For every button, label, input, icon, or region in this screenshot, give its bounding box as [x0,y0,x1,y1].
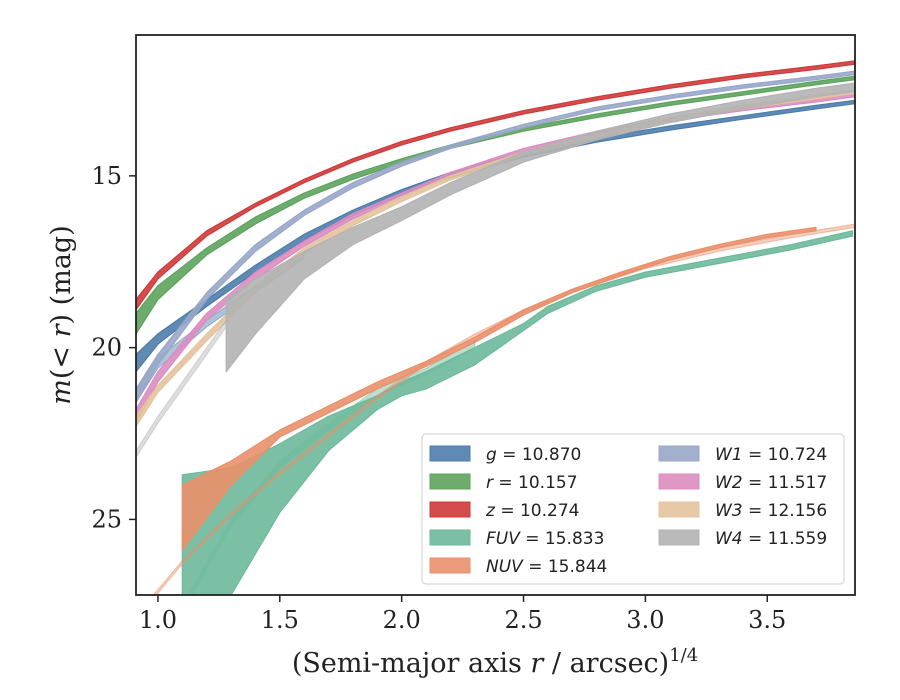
series-band-6 [136,92,855,424]
legend-label: g = 10.870 [486,445,581,465]
legend-label: FUV = 15.833 [486,529,604,549]
x-axis-ticks: 1.0 1.5 2.0 2.5 3.0 3.5 [139,595,786,634]
series-5 [136,70,855,404]
y-axis-ticks: 15 20 25 [91,162,136,533]
legend-swatch [429,529,471,546]
y-tick-label: 25 [91,505,122,533]
legend-label: W1 = 10.724 [715,445,827,465]
legend-label: W4 = 11.559 [715,529,827,549]
legend-label: W2 = 11.517 [715,473,827,493]
series-8 [136,82,855,459]
legend-item-7: W3 = 12.156 [658,501,827,521]
legend-item-4: NUV = 15.844 [429,557,607,577]
series-band-4 [181,226,817,551]
x-axis-label: (Semi-major axis r / arcsec)1/4 [292,645,698,679]
series-band-2 [136,60,855,311]
legend-label: z = 10.274 [485,501,579,521]
legend-swatch [658,445,700,462]
legend-label: W3 = 12.156 [715,501,827,521]
x-tick-label: 1.0 [139,606,177,634]
x-tick-label: 3.0 [626,606,664,634]
legend-item-6: W2 = 11.517 [658,473,827,493]
series-band-8 [225,82,855,373]
series-band-5 [136,70,855,404]
legend-item-3: FUV = 15.833 [429,529,604,549]
series-1 [136,75,855,335]
x-tick-label: 2.0 [383,606,421,634]
legend-frame [421,433,845,585]
series-2 [136,60,855,311]
series-4 [152,223,855,595]
legend-item-5: W1 = 10.724 [658,445,827,465]
legend-swatch [429,445,471,462]
legend-swatch [658,473,700,490]
legend-label: r = 10.157 [486,473,578,493]
legend-label: NUV = 15.844 [486,557,607,577]
legend-item-8: W4 = 11.559 [658,529,827,549]
legend-swatch [658,501,700,518]
legend-item-2: z = 10.274 [429,501,579,521]
legend-item-1: r = 10.157 [429,473,578,493]
y-axis-label: m(< r) (mag) [46,225,77,404]
legend-swatch [658,529,700,546]
plot-frame [135,34,856,596]
legend-swatch [429,557,471,574]
legend-swatch [429,501,471,518]
legend: g = 10.870 r = 10.157 z = 10.274 FUV = 15.8… [421,433,845,585]
legend-item-0: g = 10.870 [429,445,581,465]
series-layer [136,60,855,595]
x-tick-label: 1.5 [261,606,299,634]
y-tick-label: 20 [91,334,122,362]
legend-swatch [429,473,471,490]
series-band-1 [136,75,855,335]
y-tick-label: 15 [91,162,122,190]
series-6 [136,92,855,424]
x-tick-label: 2.5 [504,606,542,634]
x-tick-label: 3.5 [748,606,786,634]
series-faint-band-4 [152,223,855,595]
